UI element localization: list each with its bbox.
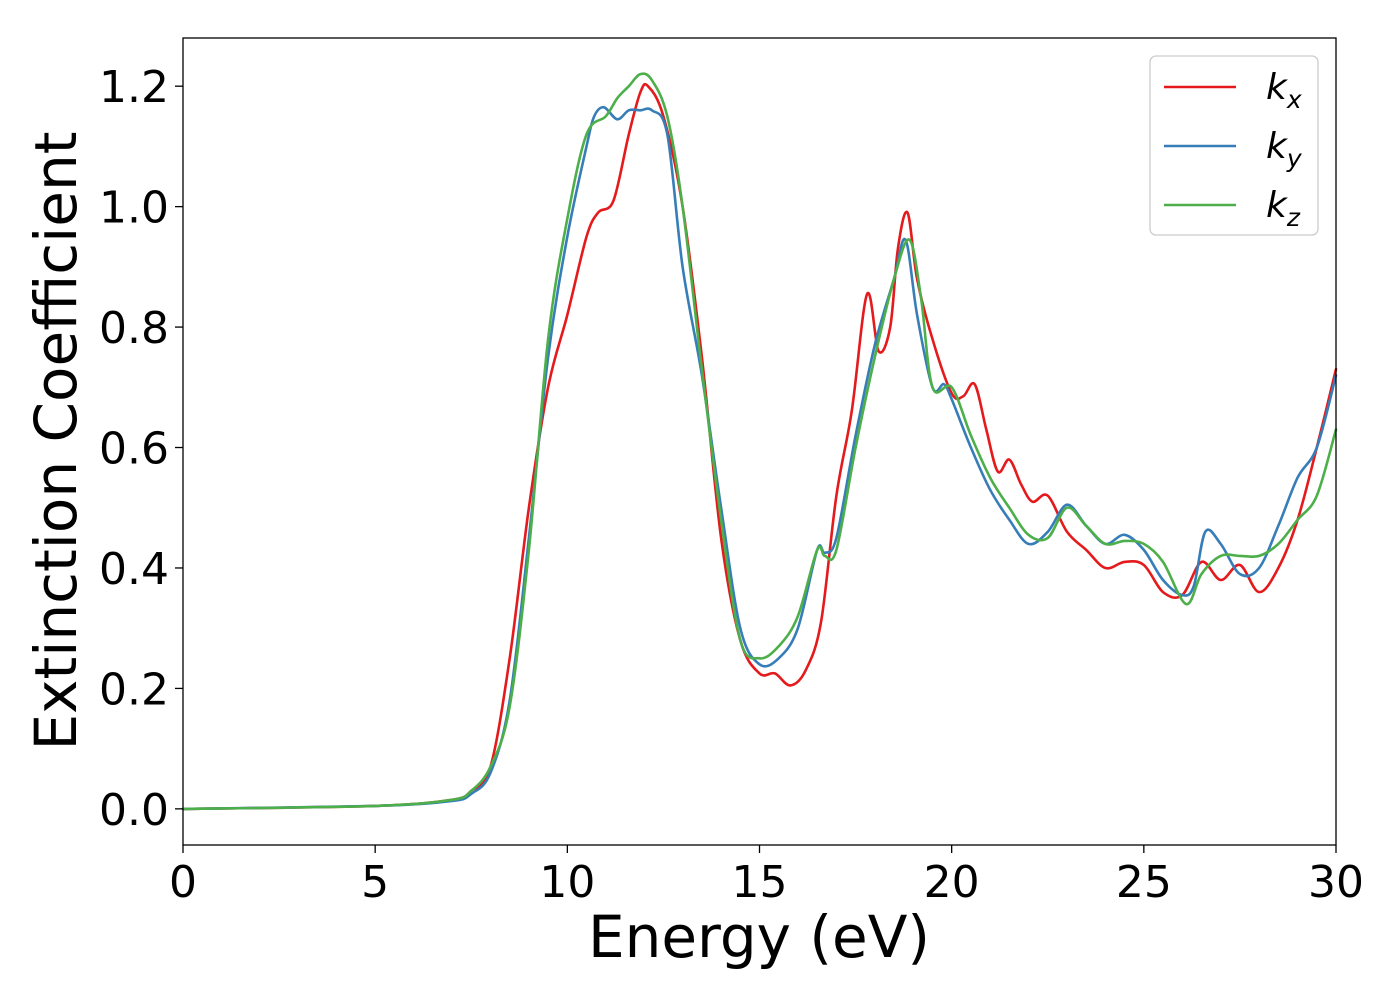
legend-label-kx: kx xyxy=(1266,67,1302,114)
legend-label-base: k xyxy=(1266,67,1289,108)
series-line-ky xyxy=(181,105,1338,811)
legend-label-base: k xyxy=(1266,126,1289,167)
series-line-kz xyxy=(181,72,1338,811)
x-tick-label: 25 xyxy=(1116,857,1172,908)
x-tick-label: 5 xyxy=(361,857,389,908)
y-tick-label: 0.0 xyxy=(99,785,169,836)
x-tick-label: 10 xyxy=(539,857,595,908)
x-tick-label: 20 xyxy=(924,857,980,908)
legend-label-subscript: x xyxy=(1286,85,1302,114)
ticks-layer: 0 5 10 15 20 25 30 0.0 0.2 0.4 0.6 0.8 1.0 1.2 xyxy=(99,62,1364,908)
x-tick-label: 0 xyxy=(169,857,197,908)
legend-label-subscript: y xyxy=(1286,144,1303,173)
legend-label-base: k xyxy=(1266,185,1289,226)
legend-label-ky: ky xyxy=(1266,126,1303,173)
series-line-kx xyxy=(181,82,1338,811)
x-tick-label: 15 xyxy=(732,857,788,908)
y-tick-label: 1.2 xyxy=(99,62,169,113)
y-axis-label: Extinction Coefficient xyxy=(22,132,90,751)
series-layer xyxy=(181,72,1338,811)
legend-label-kz: kz xyxy=(1266,185,1301,232)
y-tick-label: 0.2 xyxy=(99,664,169,715)
y-tick-label: 0.6 xyxy=(99,424,169,475)
x-axis-label: Energy (eV) xyxy=(588,903,930,971)
y-tick-label: 1.0 xyxy=(99,183,169,234)
x-tick-label: 30 xyxy=(1308,857,1364,908)
y-tick-label: 0.4 xyxy=(99,544,169,595)
legend-label-subscript: z xyxy=(1286,203,1301,232)
y-tick-label: 0.8 xyxy=(99,303,169,354)
